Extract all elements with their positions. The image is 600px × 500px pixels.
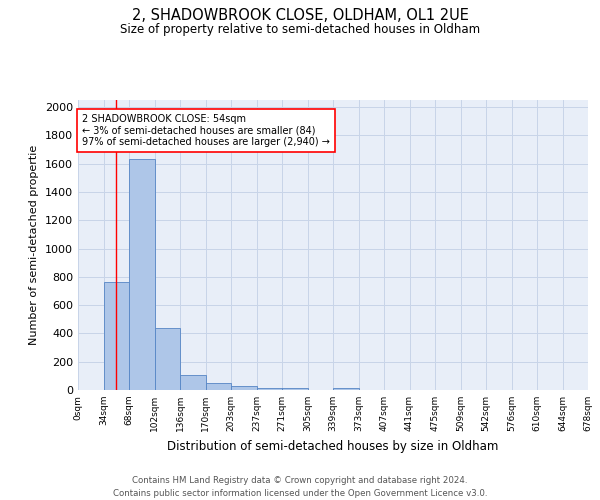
Bar xyxy=(205,384,231,390)
Bar xyxy=(104,282,129,390)
Text: 2, SHADOWBROOK CLOSE, OLDHAM, OL1 2UE: 2, SHADOWBROOK CLOSE, OLDHAM, OL1 2UE xyxy=(131,8,469,22)
Bar xyxy=(180,374,205,390)
Text: Contains HM Land Registry data © Crown copyright and database right 2024.
Contai: Contains HM Land Registry data © Crown c… xyxy=(113,476,487,498)
Bar xyxy=(282,388,308,390)
Bar xyxy=(129,160,155,390)
Y-axis label: Number of semi-detached propertie: Number of semi-detached propertie xyxy=(29,145,40,345)
Text: 2 SHADOWBROOK CLOSE: 54sqm
← 3% of semi-detached houses are smaller (84)
97% of : 2 SHADOWBROOK CLOSE: 54sqm ← 3% of semi-… xyxy=(82,114,330,148)
Bar xyxy=(155,328,180,390)
Bar xyxy=(257,388,282,390)
Bar xyxy=(231,386,257,390)
Bar xyxy=(333,388,359,390)
Text: Size of property relative to semi-detached houses in Oldham: Size of property relative to semi-detach… xyxy=(120,22,480,36)
X-axis label: Distribution of semi-detached houses by size in Oldham: Distribution of semi-detached houses by … xyxy=(167,440,499,452)
